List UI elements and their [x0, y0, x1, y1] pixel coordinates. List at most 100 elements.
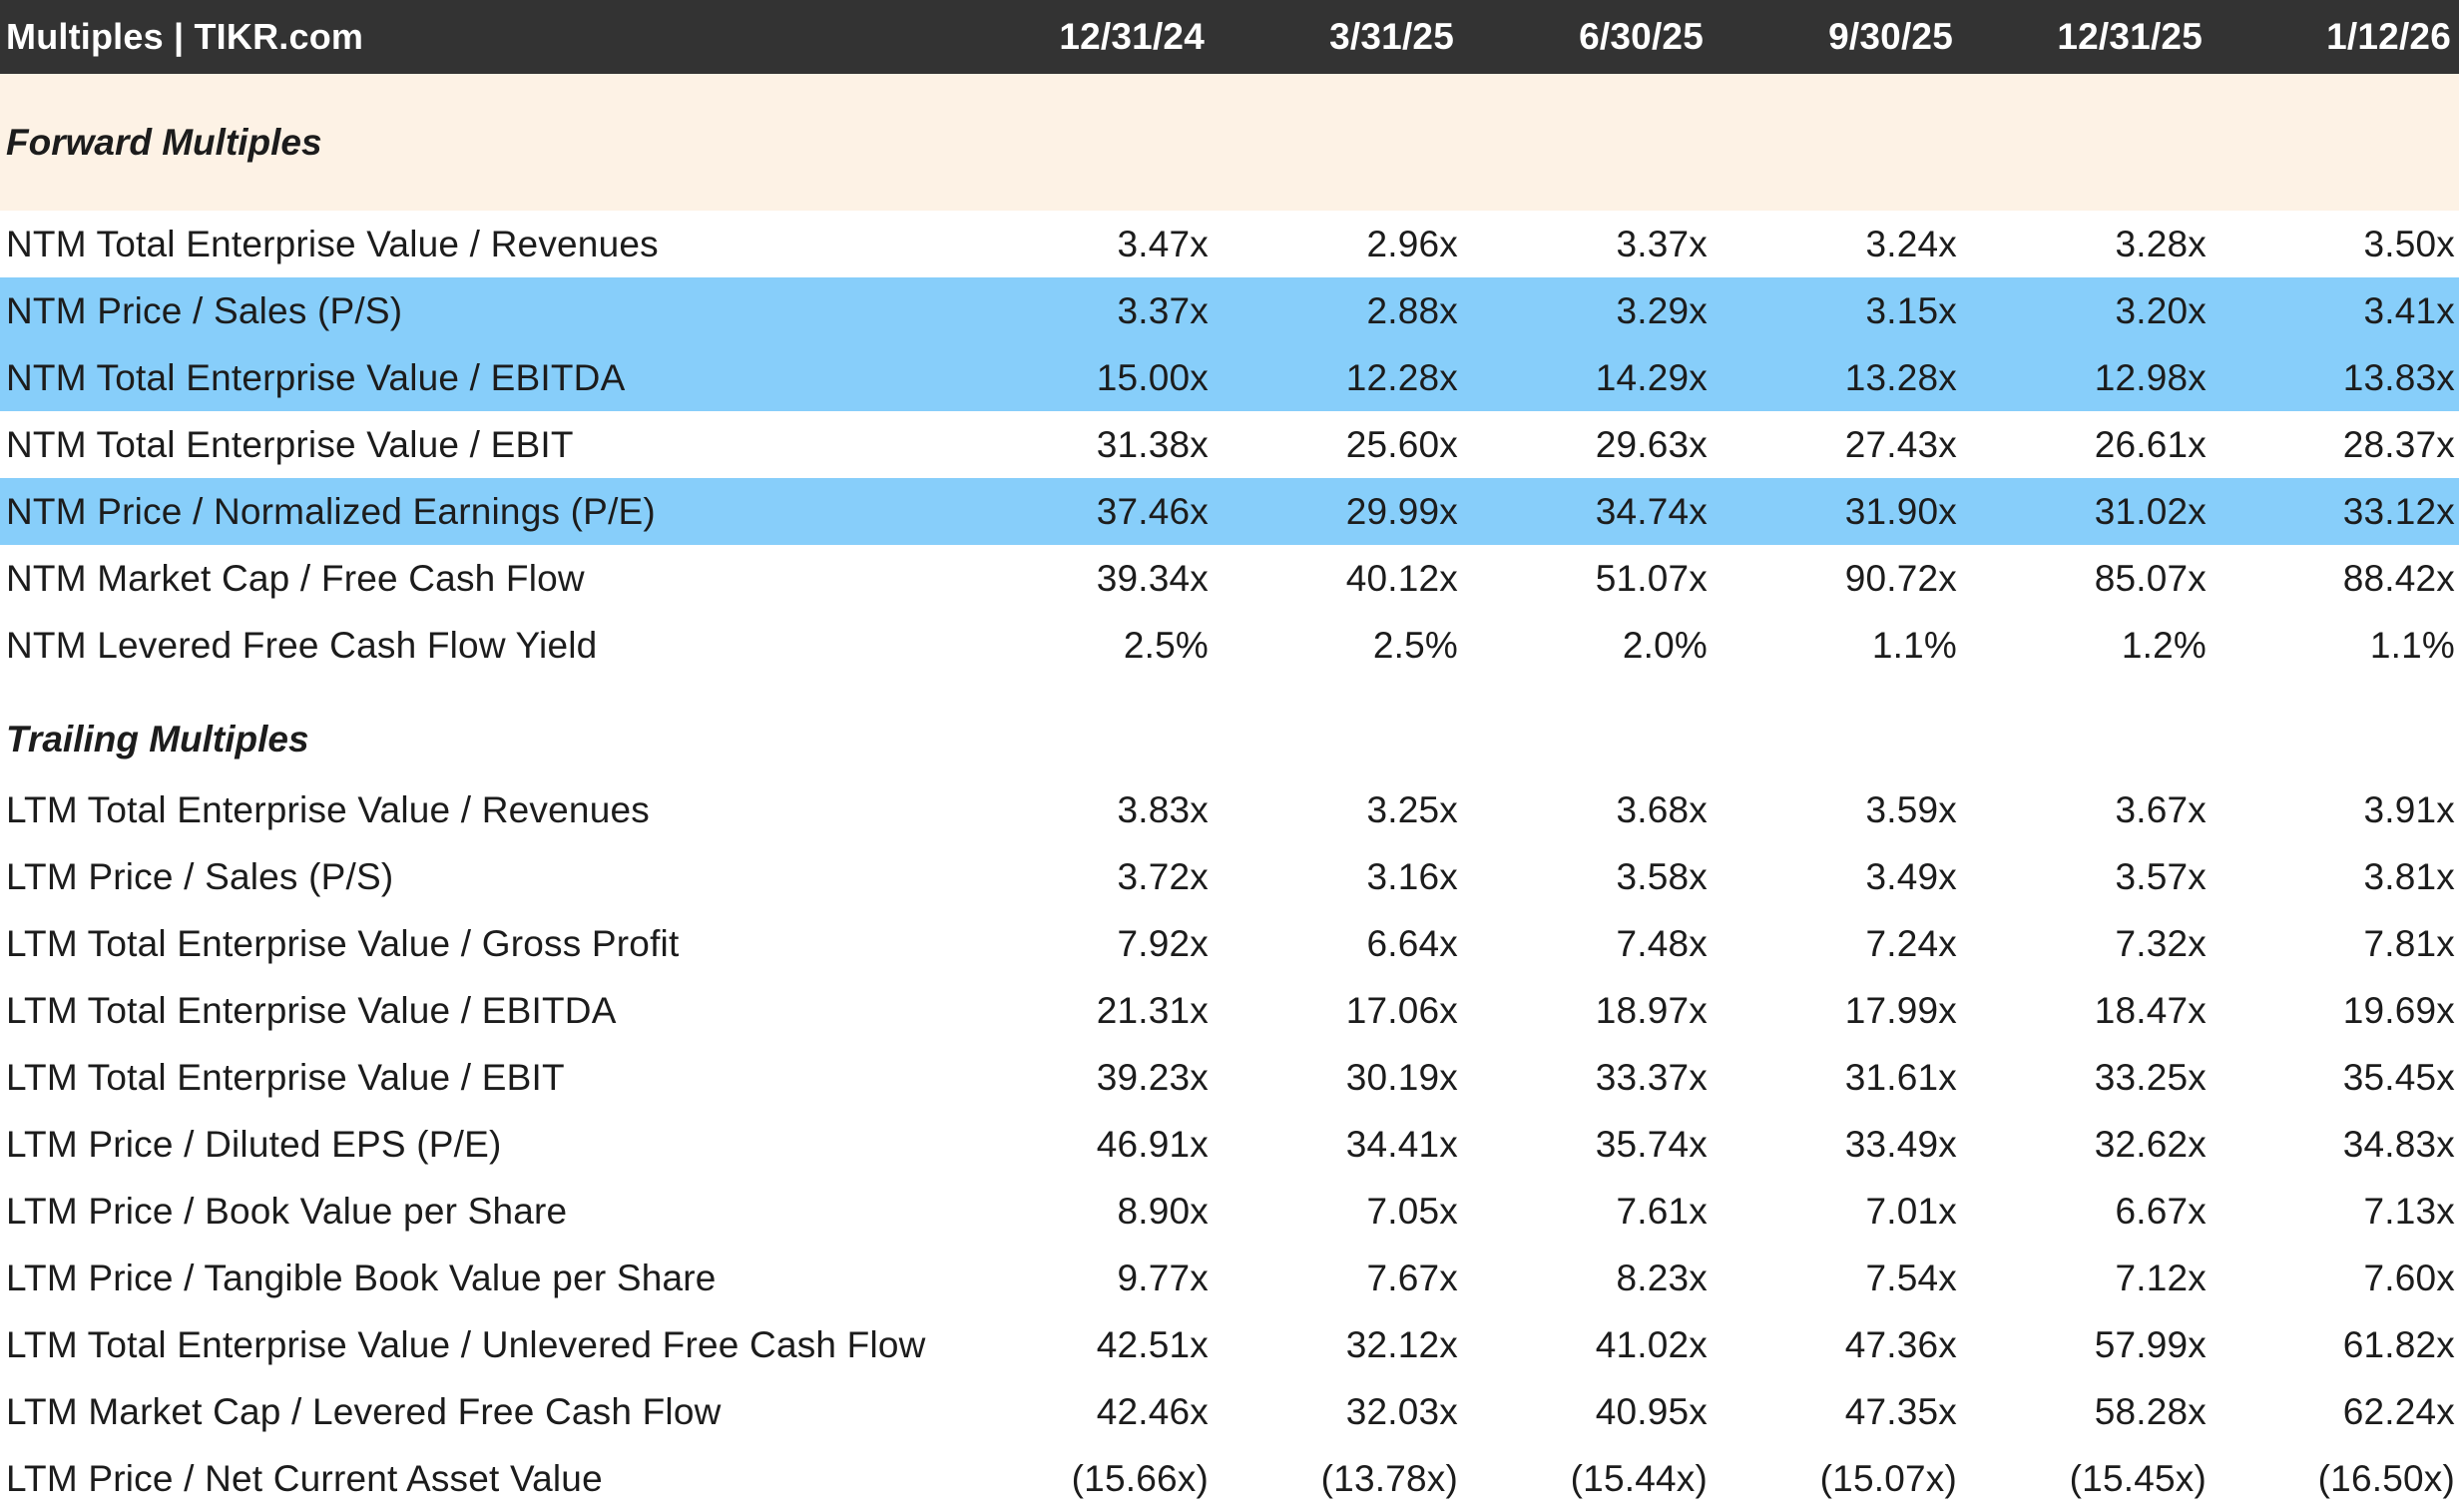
table-row[interactable]: LTM Price / Tangible Book Value per Shar…	[0, 1245, 2459, 1311]
table-row[interactable]: LTM Total Enterprise Value / EBITDA 21.31…	[0, 977, 2459, 1044]
value-cell: 33.37x	[1595, 1056, 1708, 1098]
column-header[interactable]: 1/12/26	[2326, 16, 2451, 57]
value-cell: 41.02x	[1595, 1323, 1708, 1365]
value-cell: 30.19x	[1345, 1056, 1458, 1098]
value-cell: 85.07x	[2094, 557, 2207, 599]
table-row[interactable]: LTM Total Enterprise Value / Unlevered F…	[0, 1311, 2459, 1378]
value-cell: 40.95x	[1595, 1390, 1708, 1432]
value-cell: 3.59x	[1865, 788, 1957, 830]
value-cell: 90.72x	[1844, 557, 1957, 599]
value-cell: 31.90x	[1844, 490, 1957, 532]
value-cell: 35.74x	[1595, 1123, 1708, 1165]
value-cell: 14.29x	[1595, 356, 1708, 398]
value-cell: 32.62x	[2094, 1123, 2207, 1165]
value-cell: 7.24x	[1865, 922, 1957, 964]
row-label: LTM Total Enterprise Value / Revenues	[6, 788, 650, 830]
value-cell: 7.67x	[1366, 1257, 1458, 1298]
table-row[interactable]: LTM Total Enterprise Value / EBIT 39.23x 3…	[0, 1044, 2459, 1111]
value-cell: 57.99x	[2094, 1323, 2207, 1365]
value-cell: (13.78x)	[1320, 1457, 1458, 1499]
value-cell: 27.43x	[1844, 423, 1957, 465]
value-cell: 42.51x	[1096, 1323, 1209, 1365]
value-cell: 7.92x	[1117, 922, 1209, 964]
value-cell: 7.48x	[1616, 922, 1708, 964]
value-cell: 26.61x	[2094, 423, 2207, 465]
row-label: LTM Price / Tangible Book Value per Shar…	[6, 1257, 717, 1298]
value-cell: 34.74x	[1595, 490, 1708, 532]
table-row[interactable]: LTM Price / Book Value per Share 8.90x 7.0…	[0, 1178, 2459, 1245]
row-label: LTM Total Enterprise Value / EBIT	[6, 1056, 565, 1098]
value-cell: 88.42x	[2342, 557, 2455, 599]
value-cell: 8.90x	[1117, 1190, 1209, 1232]
value-cell: 21.31x	[1096, 989, 1209, 1031]
table-row[interactable]: NTM Total Enterprise Value / EBIT 31.38x 2…	[0, 411, 2459, 478]
column-header[interactable]: 3/31/25	[1329, 16, 1454, 57]
value-cell: 17.06x	[1345, 989, 1458, 1031]
value-cell: 3.29x	[1616, 289, 1708, 331]
row-label: NTM Levered Free Cash Flow Yield	[6, 624, 598, 666]
value-cell: 3.24x	[1865, 223, 1957, 264]
table-row[interactable]: LTM Price / Diluted EPS (P/E) 46.91x 34.41…	[0, 1111, 2459, 1178]
value-cell: 3.25x	[1366, 788, 1458, 830]
value-cell: 61.82x	[2342, 1323, 2455, 1365]
value-cell: 12.98x	[2094, 356, 2207, 398]
table-row[interactable]: LTM Price / Net Current Asset Value (15.6…	[0, 1445, 2459, 1512]
value-cell: 34.83x	[2342, 1123, 2455, 1165]
value-cell: 39.23x	[1096, 1056, 1209, 1098]
table-row[interactable]: LTM Total Enterprise Value / Gross Profi…	[0, 910, 2459, 977]
forward-multiples-body: NTM Total Enterprise Value / Revenues 3.4…	[0, 211, 2459, 679]
value-cell: 6.67x	[2115, 1190, 2207, 1232]
value-cell: 18.97x	[1595, 989, 1708, 1031]
row-label: LTM Market Cap / Levered Free Cash Flow	[6, 1390, 722, 1432]
value-cell: 3.47x	[1117, 223, 1209, 264]
value-cell: 33.49x	[1844, 1123, 1957, 1165]
value-cell: 3.28x	[2115, 223, 2207, 264]
column-header[interactable]: 12/31/24	[1059, 16, 1205, 57]
value-cell: 33.12x	[2342, 490, 2455, 532]
column-header[interactable]: 6/30/25	[1579, 16, 1704, 57]
value-cell: 6.64x	[1366, 922, 1458, 964]
column-header[interactable]: 12/31/25	[2057, 16, 2203, 57]
table-row[interactable]: NTM Total Enterprise Value / Revenues 3.4…	[0, 211, 2459, 277]
value-cell: 2.5%	[1372, 624, 1458, 666]
value-cell: 32.03x	[1345, 1390, 1458, 1432]
value-cell: 58.28x	[2094, 1390, 2207, 1432]
value-cell: 3.81x	[2363, 855, 2455, 897]
value-cell: 51.07x	[1595, 557, 1708, 599]
table-row[interactable]: LTM Total Enterprise Value / Revenues 3.8…	[0, 776, 2459, 843]
table-row[interactable]: NTM Levered Free Cash Flow Yield 2.5% 2.5%…	[0, 612, 2459, 679]
value-cell: (15.44x)	[1570, 1457, 1708, 1499]
value-cell: 3.57x	[2115, 855, 2207, 897]
table-row[interactable]: NTM Price / Normalized Earnings (P/E) 37.…	[0, 478, 2459, 545]
table-row[interactable]: NTM Market Cap / Free Cash Flow 39.34x 40.…	[0, 545, 2459, 612]
value-cell: 3.68x	[1616, 788, 1708, 830]
value-cell: 13.83x	[2342, 356, 2455, 398]
table-row[interactable]: LTM Market Cap / Levered Free Cash Flow 4…	[0, 1378, 2459, 1445]
table-row[interactable]: NTM Total Enterprise Value / EBITDA 15.00…	[0, 344, 2459, 411]
value-cell: 37.46x	[1096, 490, 1209, 532]
section-title: Trailing Multiples	[6, 719, 309, 759]
value-cell: 7.05x	[1366, 1190, 1458, 1232]
value-cell: 3.91x	[2363, 788, 2455, 830]
value-cell: 62.24x	[2342, 1390, 2455, 1432]
value-cell: 9.77x	[1117, 1257, 1209, 1298]
value-cell: 7.54x	[1865, 1257, 1957, 1298]
table-row[interactable]: LTM Price / Sales (P/S) 3.72x 3.16x 3.58x 3.…	[0, 843, 2459, 910]
value-cell: 39.34x	[1096, 557, 1209, 599]
value-cell: 3.58x	[1616, 855, 1708, 897]
value-cell: 33.25x	[2094, 1056, 2207, 1098]
table-title: Multiples | TIKR.com	[6, 16, 364, 57]
value-cell: 15.00x	[1096, 356, 1209, 398]
value-cell: 7.32x	[2115, 922, 2207, 964]
value-cell: 47.35x	[1844, 1390, 1957, 1432]
value-cell: (15.07x)	[1819, 1457, 1957, 1499]
table-row[interactable]: NTM Price / Sales (P/S) 3.37x 2.88x 3.29x 3.…	[0, 277, 2459, 344]
value-cell: 31.61x	[1844, 1056, 1957, 1098]
column-header[interactable]: 9/30/25	[1828, 16, 1953, 57]
value-cell: 1.1%	[1871, 624, 1957, 666]
value-cell: 18.47x	[2094, 989, 2207, 1031]
value-cell: 29.63x	[1595, 423, 1708, 465]
value-cell: 1.2%	[2121, 624, 2207, 666]
value-cell: 3.37x	[1616, 223, 1708, 264]
section-title: Forward Multiples	[6, 121, 322, 163]
